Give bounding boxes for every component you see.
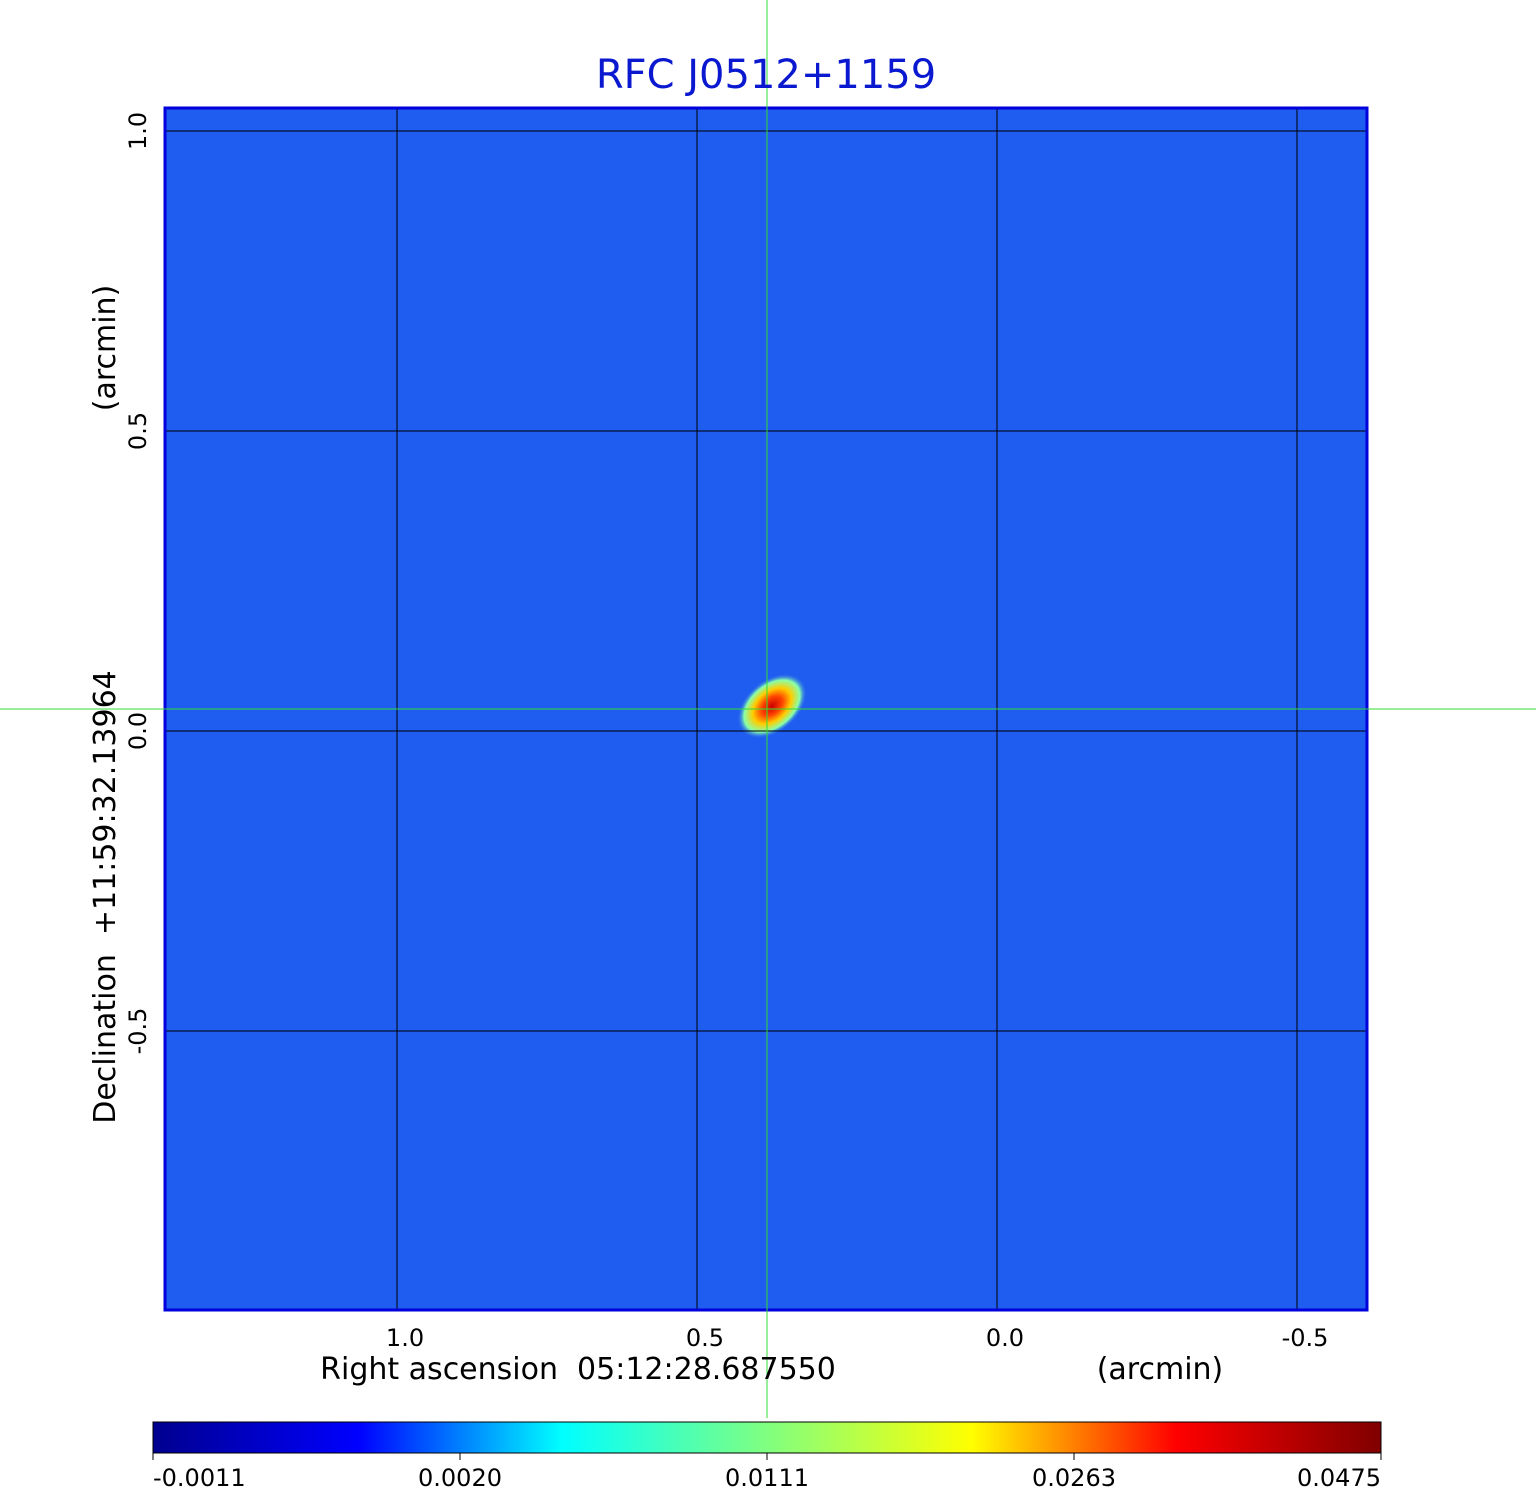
colorbar-tick-label: 0.0263	[1032, 1464, 1116, 1492]
source	[737, 673, 807, 739]
x-axis-unit: (arcmin)	[1097, 1352, 1224, 1387]
y-tick-label: -0.5	[124, 1008, 152, 1055]
y-tick-label: 0.0	[124, 712, 152, 750]
chart-title: RFC J0512+1159	[596, 52, 936, 98]
y-axis-label: Declination +11:59:32.13964	[88, 670, 123, 1124]
x-tick-label: 0.0	[986, 1324, 1024, 1352]
x-tick-label: 0.5	[686, 1324, 724, 1352]
colorbar	[152, 1421, 1382, 1454]
colorbar-tick-label: 0.0475	[1297, 1464, 1381, 1492]
y-tick-label: 1.0	[124, 112, 152, 150]
x-tick-label: -0.5	[1282, 1324, 1329, 1352]
colorbar-tick-label: 0.0020	[418, 1464, 502, 1492]
colorbar-tick-label: -0.0011	[153, 1464, 246, 1492]
y-tick-label: 0.5	[124, 412, 152, 450]
x-axis-label: Right ascension 05:12:28.687550	[320, 1352, 836, 1387]
x-tick-label: 1.0	[386, 1324, 424, 1352]
colorbar-tick-label: 0.0111	[725, 1464, 809, 1492]
y-axis-unit: (arcmin)	[88, 285, 123, 412]
